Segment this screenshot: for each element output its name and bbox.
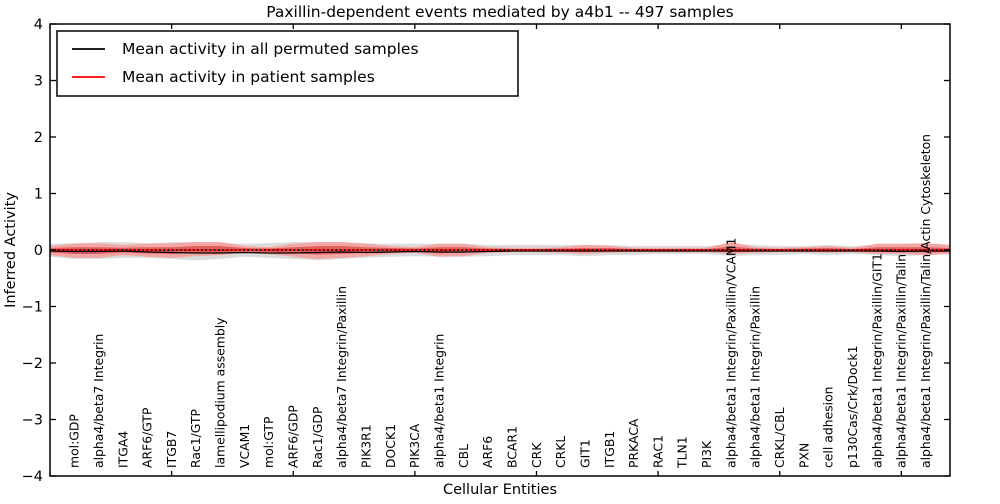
x-category-label: ARF6/GTP: [140, 407, 155, 468]
x-category-label: cell adhesion: [821, 386, 836, 468]
x-axis-ticks: [49, 24, 903, 476]
x-category-label: alpha4/beta1 Integrin/Paxillin/Talin: [894, 254, 909, 468]
x-category-label: alpha4/beta1 Integrin/Paxillin: [748, 286, 763, 468]
legend-box: [56, 30, 519, 97]
y-tick-label: −3: [22, 413, 43, 429]
x-category-label: p130Cas/Crk/Dock1: [845, 346, 860, 468]
permuted-mean-line: [50, 250, 950, 254]
x-category-label: alpha4/beta7 Integrin/Paxillin: [334, 286, 349, 468]
x-category-label: CRKL: [553, 436, 568, 468]
x-category-label: GIT1: [577, 439, 592, 468]
x-category-label: alpha4/beta1 Integrin: [432, 334, 447, 468]
x-category-label: ARF6: [480, 436, 495, 468]
y-tick-label: −1: [22, 300, 43, 316]
x-category-label: lamellipodium assembly: [213, 317, 228, 468]
legend-label-patient: Mean activity in patient samples: [122, 68, 375, 86]
x-category-label: PRKACA: [626, 418, 641, 468]
y-tick-label: 0: [34, 243, 43, 259]
y-axis-ticks: 4 3 2 1 0 −1 −2 −3 −4: [22, 17, 950, 485]
legend-label-permuted: Mean activity in all permuted samples: [122, 40, 419, 58]
x-category-label: alpha4/beta1 Integrin/Paxillin/VCAM1: [723, 238, 738, 468]
x-category-label: CBL: [456, 444, 471, 468]
x-category-label: TLN1: [675, 436, 690, 469]
y-tick-label: 4: [34, 17, 43, 33]
x-category-label: PI3K: [699, 440, 714, 468]
x-axis-title: Cellular Entities: [443, 482, 557, 498]
x-category-label: Rac1/GDP: [310, 406, 325, 468]
x-category-label: RAC1: [650, 435, 665, 468]
x-category-label: alpha4/beta7 Integrin: [91, 334, 106, 468]
x-category-label: CRKL/CBL: [772, 407, 787, 468]
x-category-label: alpha4/beta1 Integrin/Paxillin/GIT1: [869, 253, 884, 468]
y-tick-label: 1: [34, 187, 43, 203]
x-category-label: alpha4/beta1 Integrin/Paxillin/Talin/Act…: [918, 134, 933, 468]
x-category-label: mol:GTP: [261, 416, 276, 468]
x-category-label: ITGB1: [602, 431, 617, 468]
x-category-labels: mol:GDP alpha4/beta7 Integrin ITGA4 ARF6/GT…: [67, 134, 933, 469]
x-category-label: Rac1/GTP: [188, 408, 203, 468]
y-tick-label: 2: [34, 130, 43, 146]
chart-title: Paxillin-dependent events mediated by a4…: [266, 3, 734, 21]
x-category-label: BCAR1: [505, 426, 520, 468]
x-category-label: mol:GDP: [67, 414, 82, 468]
x-category-label: PIK3R1: [359, 424, 374, 468]
y-tick-label: 3: [34, 74, 43, 90]
y-tick-label: −2: [22, 356, 43, 372]
x-category-label: VCAM1: [237, 424, 252, 468]
x-category-label: ITGA4: [115, 431, 130, 468]
x-category-label: PIK3CA: [407, 423, 422, 468]
y-axis-title: Inferred Activity: [3, 192, 19, 308]
y-tick-label: −4: [22, 469, 43, 485]
x-category-label: ITGB7: [164, 431, 179, 468]
x-category-label: DOCK1: [383, 424, 398, 468]
legend: Mean activity in all permuted samples Me…: [56, 30, 519, 97]
x-category-label: PXN: [796, 443, 811, 468]
x-category-label: ARF6/GDP: [286, 405, 301, 468]
x-category-label: CRK: [529, 442, 544, 468]
